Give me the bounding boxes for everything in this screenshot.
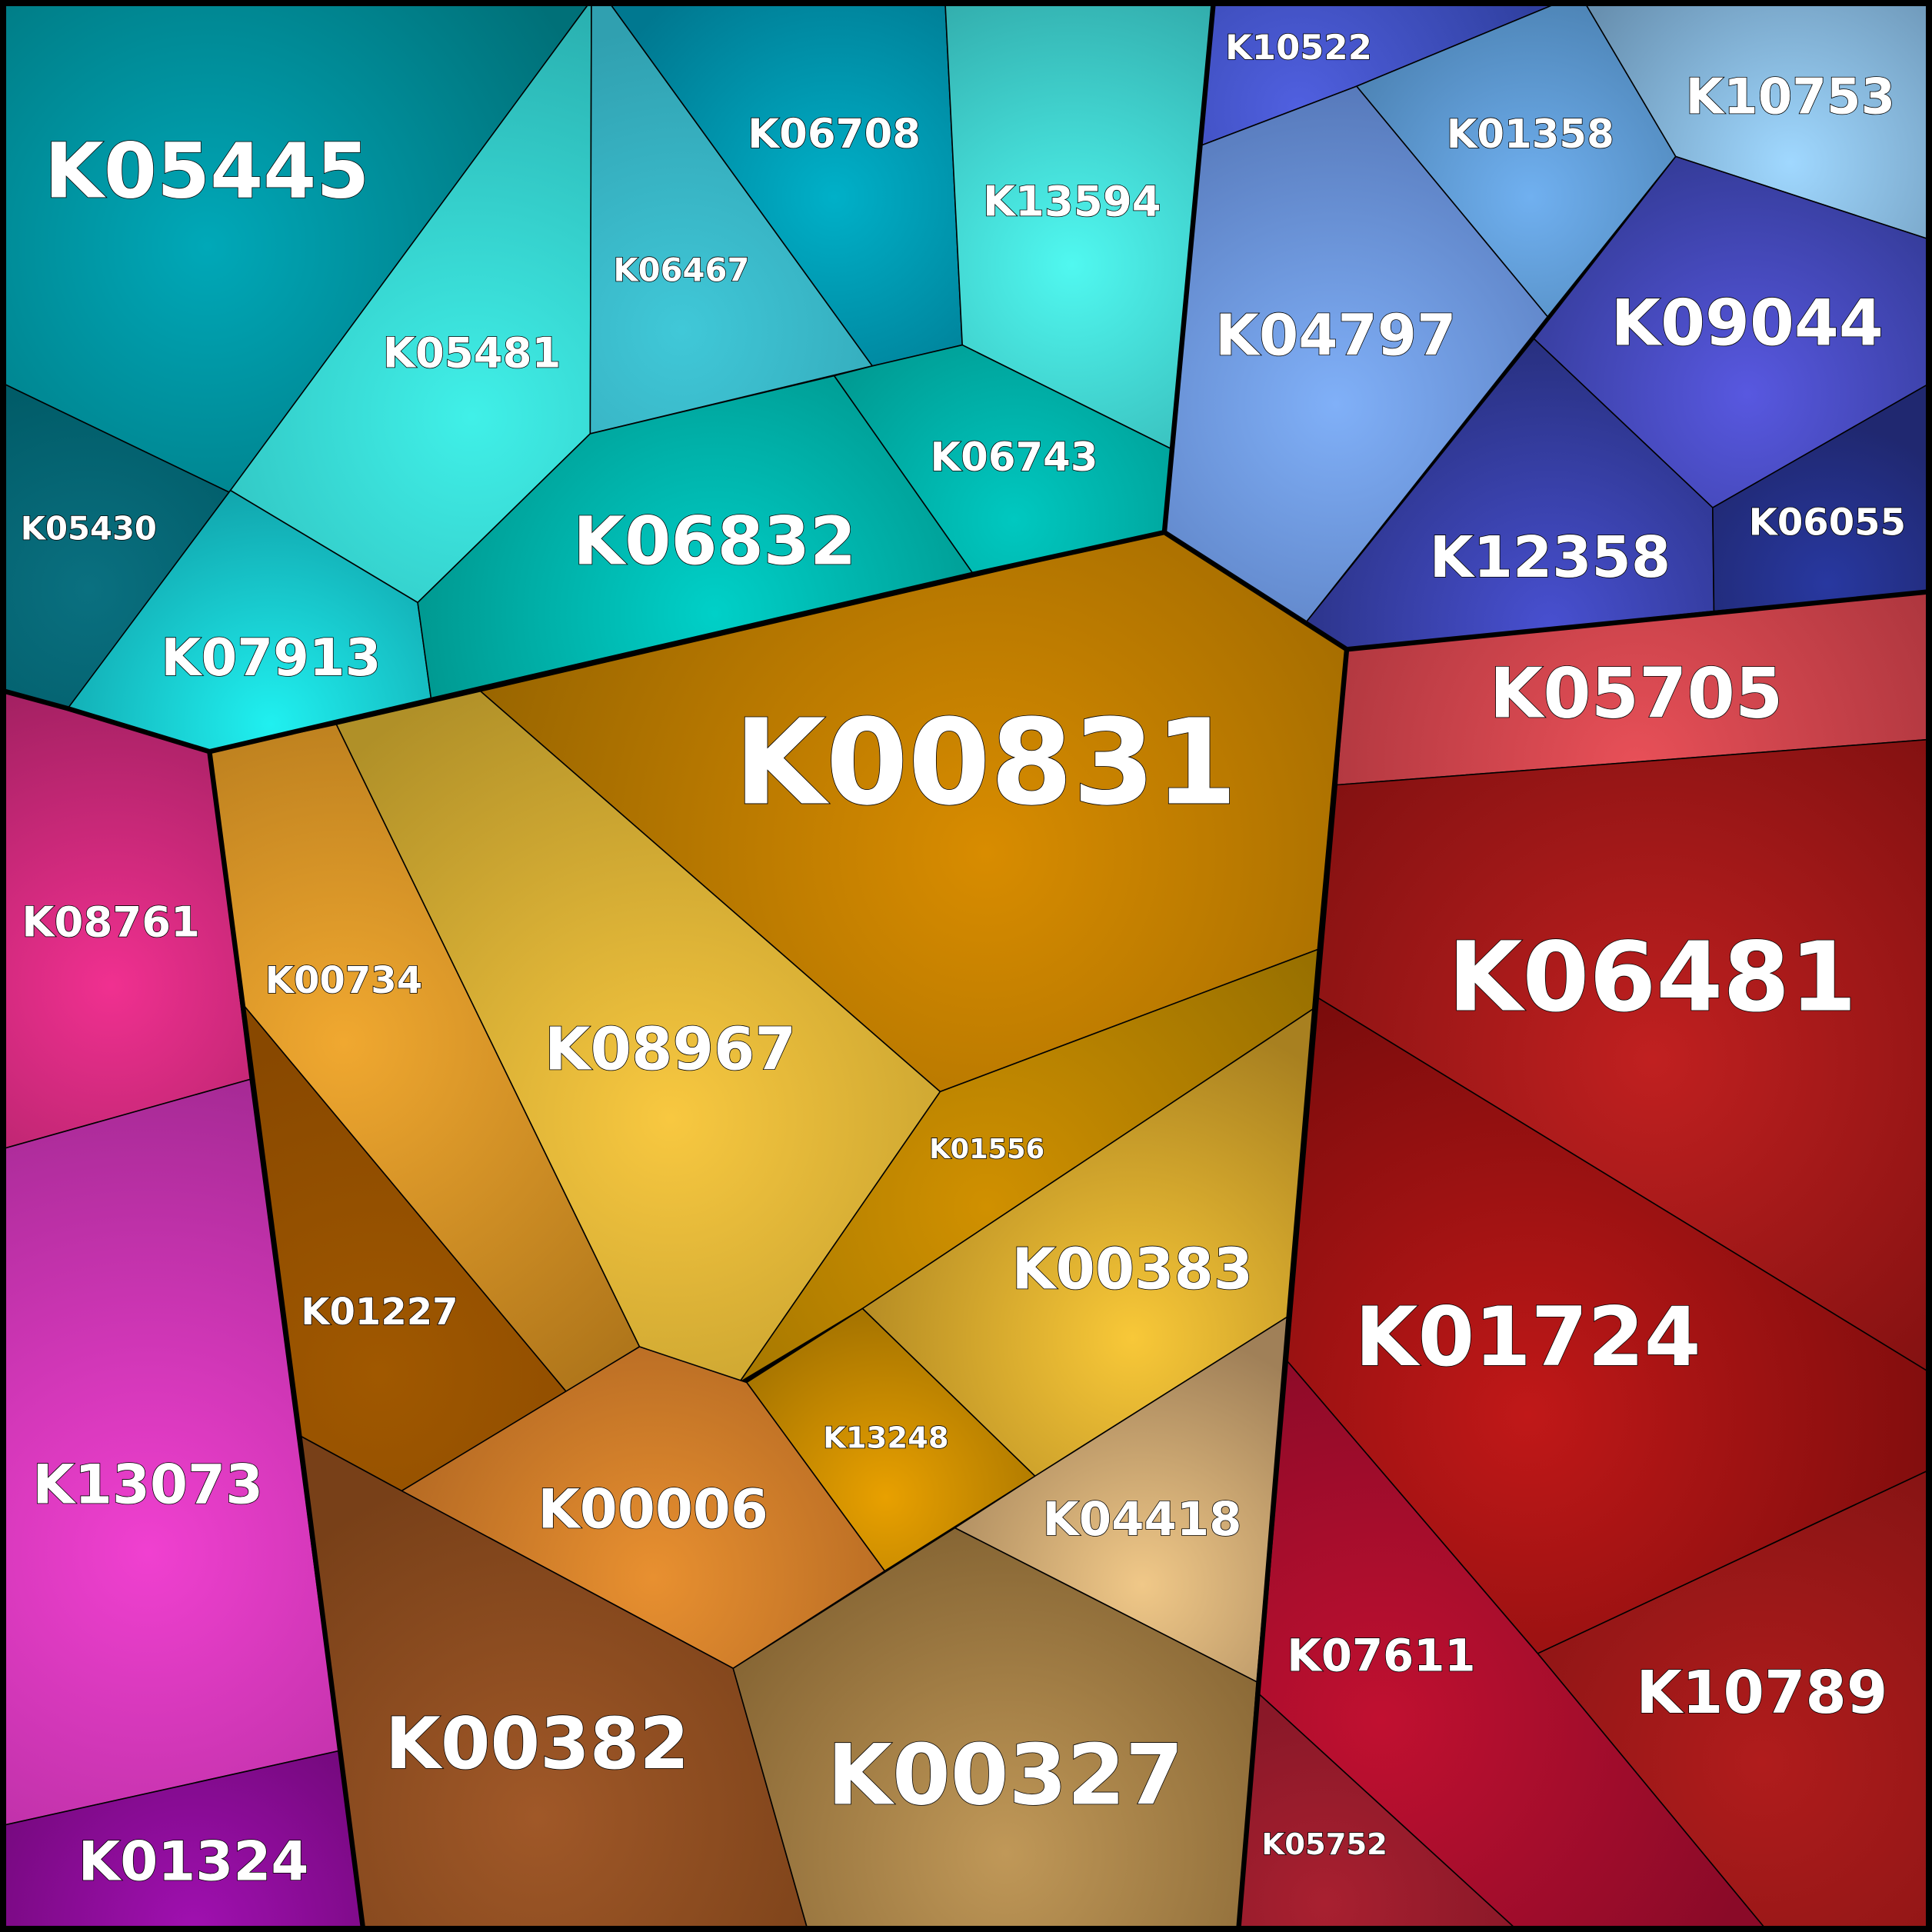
cell-label-K06743: K06743 <box>930 435 1098 481</box>
cell-label-K10789: K10789 <box>1636 1659 1887 1727</box>
cell-label-K04418: K04418 <box>1043 1492 1242 1547</box>
cell-label-K09044: K09044 <box>1611 286 1884 361</box>
group-border <box>1235 648 1350 1932</box>
cell-label-K07913: K07913 <box>161 628 381 688</box>
cell-label-K13594: K13594 <box>983 176 1161 225</box>
cell-label-K00327: K00327 <box>828 1726 1184 1824</box>
cell-label-K10522: K10522 <box>1225 27 1372 68</box>
cell-label-K06467: K06467 <box>613 251 749 288</box>
cell-label-K00831: K00831 <box>734 695 1237 832</box>
cell-label-K00383: K00383 <box>1012 1237 1253 1303</box>
cell-label-K00382: K00382 <box>385 1702 689 1785</box>
cell-label-K00006: K00006 <box>538 1478 768 1541</box>
cell-label-K01324: K01324 <box>78 1830 309 1894</box>
cell-label-K12358: K12358 <box>1430 525 1671 591</box>
cell-K01324[interactable] <box>0 1750 365 1932</box>
cell-label-K07611: K07611 <box>1287 1629 1475 1681</box>
group-border <box>0 0 1217 754</box>
cell-label-K01556: K01556 <box>929 1134 1044 1165</box>
cell-label-K06055: K06055 <box>1749 501 1906 544</box>
cell-K06055[interactable] <box>1712 381 1932 612</box>
cell-label-K06481: K06481 <box>1448 922 1857 1034</box>
cell-label-K13073: K13073 <box>32 1453 263 1516</box>
cell-label-K06708: K06708 <box>748 111 921 158</box>
cell-label-K01358: K01358 <box>1447 112 1614 158</box>
cell-label-K04797: K04797 <box>1215 303 1456 368</box>
cell-label-K05481: K05481 <box>383 328 561 377</box>
cell-label-K01724: K01724 <box>1355 1290 1701 1384</box>
cell-label-K05430: K05430 <box>21 510 157 548</box>
cell-label-K00734: K00734 <box>265 959 422 1002</box>
cell-label-K05705: K05705 <box>1490 654 1784 734</box>
cell-label-K10753: K10753 <box>1685 68 1895 125</box>
cell-label-K01227: K01227 <box>301 1291 458 1334</box>
cell-label-K05752: K05752 <box>1261 1827 1387 1862</box>
cell-K10753[interactable] <box>1582 0 1932 242</box>
cell-K06481[interactable] <box>1317 738 1932 1375</box>
cell-label-K08967: K08967 <box>545 1016 796 1084</box>
group-border <box>207 751 366 1932</box>
cell-label-K06832: K06832 <box>573 504 856 581</box>
cell-label-K13248: K13248 <box>823 1421 949 1455</box>
cell-label-K08761: K08761 <box>22 898 200 947</box>
cell-label-K05445: K05445 <box>45 127 369 215</box>
